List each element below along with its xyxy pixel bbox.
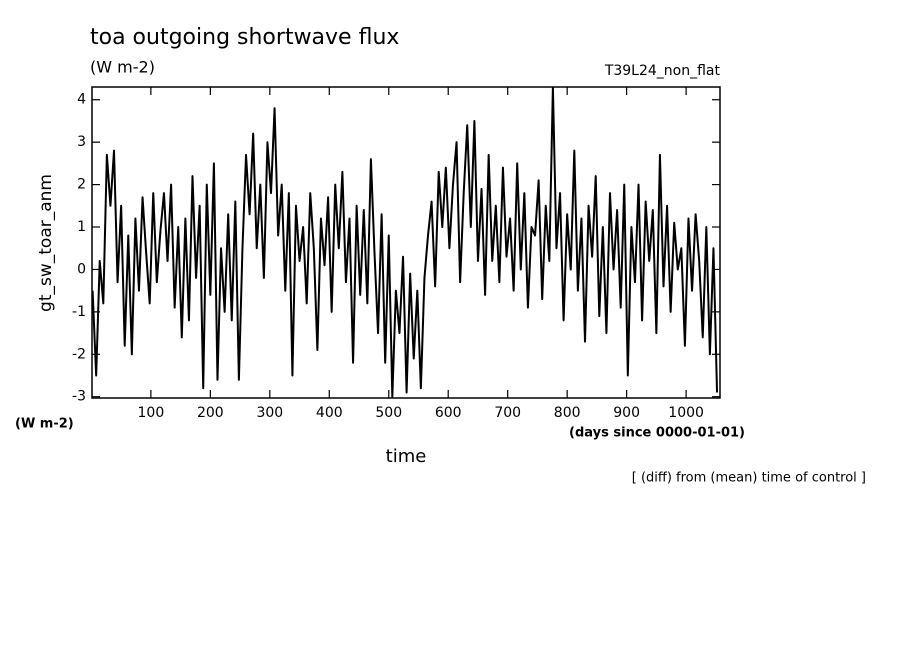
x-tick-label: 100: [138, 405, 165, 421]
x-tick-label: 200: [197, 405, 224, 421]
chart-title: toa outgoing shortwave flux: [90, 25, 399, 50]
run-label: T39L24_non_flat: [604, 63, 721, 79]
x-tick-label: 700: [494, 405, 521, 421]
x-tick-label: 300: [256, 405, 283, 421]
x-tick-label: 1000: [668, 405, 704, 421]
y-tick-label: -1: [72, 304, 86, 320]
plot-frame: [91, 86, 721, 399]
y-axis-label: gt_sw_toar_anm: [36, 174, 56, 312]
y-tick-label: 4: [77, 92, 86, 108]
x-tick-label: 400: [316, 405, 343, 421]
x-tick-label: 600: [435, 405, 462, 421]
y-tick-label: 3: [77, 134, 86, 150]
x-tick-label: 800: [554, 405, 581, 421]
y-tick-label: 1: [77, 219, 86, 235]
y-tick-label: -2: [72, 346, 86, 362]
x-tick-label: 500: [375, 405, 402, 421]
y-tick-label: 2: [77, 177, 86, 193]
x-axis-unit: (days since 0000-01-01): [569, 426, 745, 441]
y-axis-unit: (W m-2): [15, 417, 74, 432]
x-axis-label: time: [386, 446, 427, 467]
y-tick-label: 0: [77, 261, 86, 277]
chart-subtitle: (W m-2): [90, 58, 155, 77]
data-line: [92, 87, 719, 398]
x-tick-label: 900: [613, 405, 640, 421]
note: [ (diff) from (mean) time of control ]: [632, 471, 866, 486]
y-tick-label: -3: [72, 389, 86, 405]
